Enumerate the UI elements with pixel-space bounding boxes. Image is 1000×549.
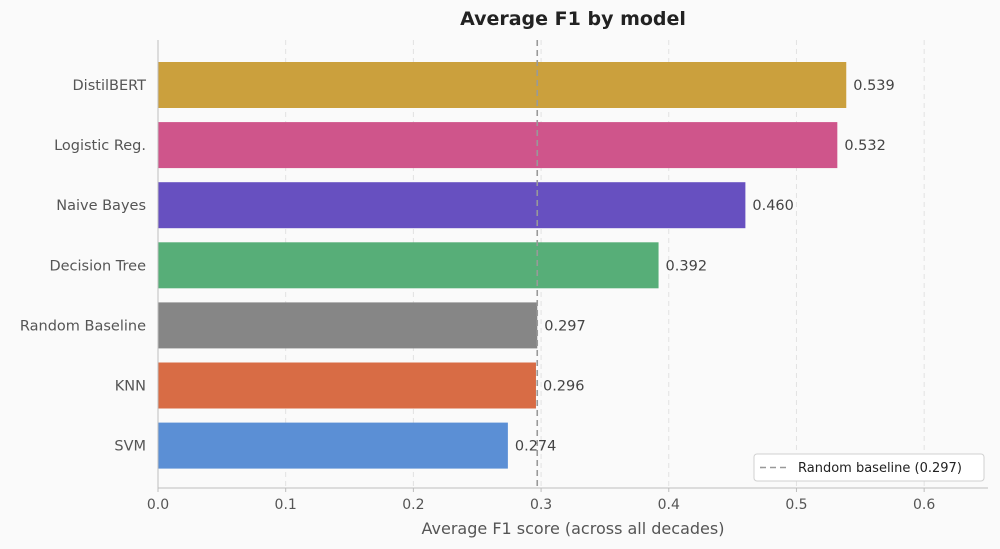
- value-label: 0.274: [515, 439, 557, 455]
- x-gridlines: [285, 40, 925, 488]
- legend-box: [753, 453, 985, 482]
- bar: [158, 362, 536, 409]
- x-ticks: 0.0 0.1 0.2 0.3 0.4 0.5 0.6: [147, 488, 935, 513]
- category-label: Random Baseline: [20, 318, 146, 334]
- x-tick-label: 0.4: [658, 497, 680, 513]
- x-tick-label: 0.2: [402, 497, 424, 513]
- value-label: 0.297: [544, 318, 586, 334]
- category-labels: DistilBERT Logistic Reg. Naive Bayes Decisi…: [20, 78, 146, 455]
- bar: [158, 182, 746, 229]
- x-tick-label: 0.3: [530, 497, 552, 513]
- category-label: DistilBERT: [73, 78, 147, 94]
- legend-entry: Random baseline (0.297): [798, 461, 962, 476]
- bar: [158, 302, 538, 349]
- bars: [158, 62, 847, 469]
- value-label: 0.539: [853, 78, 895, 94]
- category-label: KNN: [115, 379, 146, 395]
- x-axis-label: Average F1 score (across all decades): [422, 519, 725, 538]
- value-label: 0.532: [844, 138, 886, 154]
- category-label: SVM: [114, 439, 146, 455]
- value-labels: 0.539 0.532 0.460 0.392 0.297 0.296 0.274: [515, 78, 895, 455]
- value-label: 0.296: [543, 379, 585, 395]
- category-label: Logistic Reg.: [54, 138, 146, 154]
- axes: [157, 40, 988, 489]
- bar: [158, 422, 508, 469]
- legend: Random baseline (0.297): [753, 453, 985, 482]
- bar: [158, 242, 659, 289]
- category-label: Naive Bayes: [56, 198, 146, 214]
- bar: [158, 122, 838, 169]
- value-label: 0.392: [666, 258, 708, 274]
- x-tick-label: 0.1: [275, 497, 297, 513]
- bar: [158, 62, 847, 108]
- value-label: 0.460: [752, 198, 794, 214]
- x-tick-label: 0.0: [147, 497, 169, 513]
- category-label: Decision Tree: [49, 258, 146, 274]
- chart-title: Average F1 by model: [460, 8, 686, 30]
- x-tick-label: 0.6: [913, 497, 935, 513]
- x-tick-label: 0.5: [785, 497, 807, 513]
